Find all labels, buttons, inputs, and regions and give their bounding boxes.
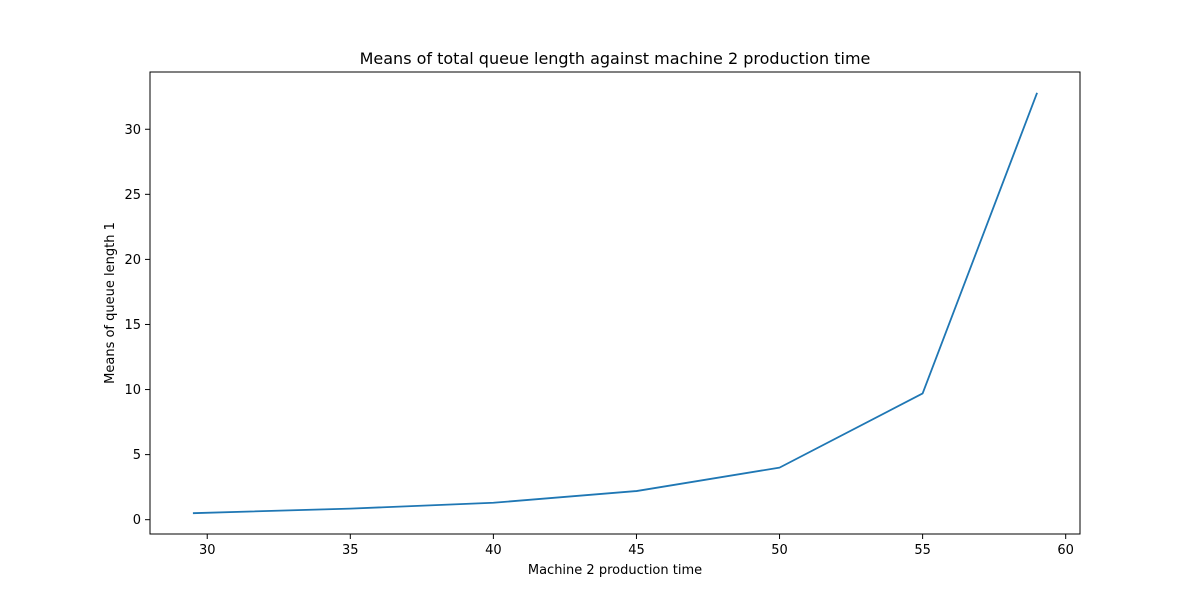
y-tick-label: 25 — [124, 188, 141, 203]
y-axis-ticks: 0 5 10 15 20 25 30 — [124, 123, 150, 528]
series-line-1 — [192, 92, 1038, 515]
x-tick-label: 40 — [485, 543, 502, 558]
y-tick-label: 20 — [124, 253, 141, 268]
x-axis-label: Machine 2 production time — [528, 563, 702, 578]
x-tick-label: 35 — [342, 543, 359, 558]
chart-title: Means of total queue length against mach… — [360, 49, 871, 68]
x-tick-label: 30 — [199, 543, 216, 558]
x-tick-label: 50 — [771, 543, 788, 558]
x-tick-label: 45 — [628, 543, 645, 558]
x-axis-ticks: 30 35 40 45 50 55 60 — [199, 534, 1074, 558]
y-tick-label: 15 — [124, 318, 141, 333]
y-axis-label: Means of queue length 1 — [103, 222, 118, 384]
plot-frame — [149, 71, 1081, 535]
y-tick-label: 10 — [124, 383, 141, 398]
y-tick-label: 5 — [133, 448, 141, 463]
y-tick-label: 30 — [124, 123, 141, 138]
x-tick-label: 60 — [1057, 543, 1074, 558]
plot-series — [192, 92, 1038, 515]
y-tick-label: 0 — [133, 513, 141, 528]
x-tick-label: 55 — [914, 543, 931, 558]
